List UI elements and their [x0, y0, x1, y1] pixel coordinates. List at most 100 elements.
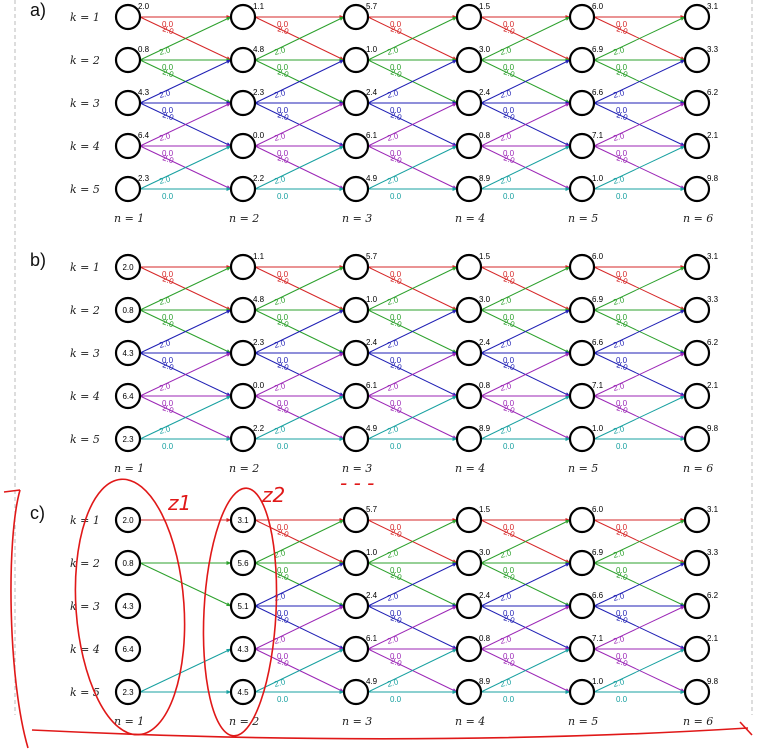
- edge-cost-label: 0.0: [390, 652, 402, 661]
- survivor-edge: [139, 562, 232, 607]
- trellis-node: [568, 46, 596, 74]
- edge-cost-label: 2.0: [276, 67, 290, 79]
- edge-cost-label: 0.0: [390, 20, 402, 29]
- edge-cost-label: 2.0: [502, 24, 516, 36]
- edge-cost-label: 0.0: [390, 442, 402, 451]
- edge-cost-label: 2.0: [158, 88, 172, 100]
- k-label: k = 3: [70, 97, 100, 110]
- node-cost-label: 7.1: [592, 634, 604, 643]
- node-cost-label: 6.0: [592, 505, 604, 514]
- node-inner-value: 5.1: [237, 602, 249, 611]
- edge-cost-label: 2.0: [276, 274, 290, 286]
- edge-cost-label: 2.0: [615, 570, 629, 582]
- edge-cost-label: 0.0: [616, 313, 628, 322]
- node-cost-label: 6.9: [592, 548, 604, 557]
- edge-cost-label: 0.0: [390, 609, 402, 618]
- node-inner-value: 4.5: [237, 688, 249, 697]
- trellis-node: [229, 382, 257, 410]
- trellis-node: [342, 253, 370, 281]
- edge-cost-label: 2.0: [273, 88, 287, 100]
- trellis-node: [229, 46, 257, 74]
- node-cost-label: 3.3: [707, 295, 719, 304]
- node-cost-label: 2.4: [366, 88, 378, 97]
- transition-edge: [480, 562, 571, 607]
- transition-edge: [254, 16, 345, 61]
- trellis-node: [114, 46, 142, 74]
- edge-cost-label: 0.0: [277, 313, 289, 322]
- edge-cost-label: 2.0: [502, 317, 516, 329]
- node-cost-label: 4.9: [366, 424, 378, 433]
- transition-edge: [254, 266, 345, 311]
- trellis-node: [342, 175, 370, 203]
- trellis-node: [342, 339, 370, 367]
- left-bracket-tick: [3, 489, 21, 493]
- bottom-bracket-tick: [739, 721, 753, 736]
- edge-cost-label: 2.0: [158, 131, 172, 143]
- n-label: n = 4: [455, 715, 485, 728]
- node-cost-label: 1.5: [479, 2, 491, 11]
- bottom-bracket: [31, 727, 749, 740]
- edge-cost-label: 2.0: [161, 24, 175, 36]
- edge-cost-label: 0.0: [503, 442, 515, 451]
- trellis-node: [568, 339, 596, 367]
- k-label: k = 4: [70, 643, 100, 656]
- edge-cost-label: 0.0: [162, 399, 174, 408]
- trellis-node: [683, 382, 711, 410]
- transition-edge: [139, 266, 232, 311]
- edge-cost-label: 2.0: [161, 360, 175, 372]
- trellis-node: [683, 175, 711, 203]
- node-cost-label: 2.1: [707, 381, 719, 390]
- edge-cost-label: 2.0: [502, 67, 516, 79]
- node-cost-label: 1.0: [592, 677, 604, 686]
- edge-cost-label: 0.0: [162, 106, 174, 115]
- node-cost-label: 2.4: [479, 591, 491, 600]
- node-cost-label: 6.2: [707, 591, 719, 600]
- transition-edge: [367, 16, 458, 61]
- transition-edge: [139, 16, 232, 61]
- edge-cost-label: 2.0: [612, 677, 626, 689]
- edge-cost-label: 2.0: [161, 110, 175, 122]
- edge-cost-label: 2.0: [276, 527, 290, 539]
- survivor-edge: [139, 648, 232, 693]
- n-label: n = 6: [683, 715, 713, 728]
- edge-cost-label: 0.0: [390, 523, 402, 532]
- z2-annotation: z2: [261, 483, 285, 507]
- edges: 0.02.00.02.02.00.02.02.00.02.02.00.02.00…: [139, 518, 686, 704]
- trellis-node: [455, 425, 483, 453]
- edge-cost-label: 2.0: [612, 424, 626, 436]
- k-label: k = 3: [70, 347, 100, 360]
- edge-cost-label: 2.0: [615, 527, 629, 539]
- trellis-node: [455, 175, 483, 203]
- n-label: n = 1: [114, 462, 144, 475]
- node-cost-label: 2.4: [479, 338, 491, 347]
- transition-edge: [480, 352, 571, 397]
- edge-cost-label: 2.0: [612, 634, 626, 646]
- trellis-node: [114, 425, 142, 453]
- edge-cost-label: 2.0: [386, 88, 400, 100]
- edge-cost-label: 0.0: [503, 695, 515, 704]
- edge-cost-label: 0.0: [277, 20, 289, 29]
- transition-edge: [593, 605, 686, 650]
- node-cost-label: 3.3: [707, 548, 719, 557]
- edge-cost-label: 2.0: [276, 317, 290, 329]
- trellis-node: [683, 3, 711, 31]
- trellis-node: [683, 635, 711, 663]
- n-label: n = 1: [114, 715, 144, 728]
- dots-annotation: - - -: [340, 471, 374, 495]
- k-label: k = 1: [70, 261, 100, 274]
- node-inner-value: 0.8: [122, 559, 134, 568]
- edge-cost-label: 2.0: [615, 403, 629, 415]
- edge-cost-label: 0.0: [390, 149, 402, 158]
- panel-label: a): [30, 0, 46, 20]
- edge-cost-label: 2.0: [615, 110, 629, 122]
- edge-cost-label: 2.0: [615, 317, 629, 329]
- trellis-node: [568, 506, 596, 534]
- edge-cost-label: 2.0: [158, 45, 172, 57]
- trellis-node: [568, 635, 596, 663]
- trellis-node: [455, 339, 483, 367]
- edge-cost-label: 0.0: [616, 149, 628, 158]
- edge-cost-label: 2.0: [273, 548, 287, 560]
- edge-cost-label: 2.0: [161, 274, 175, 286]
- edge-cost-label: 0.0: [162, 63, 174, 72]
